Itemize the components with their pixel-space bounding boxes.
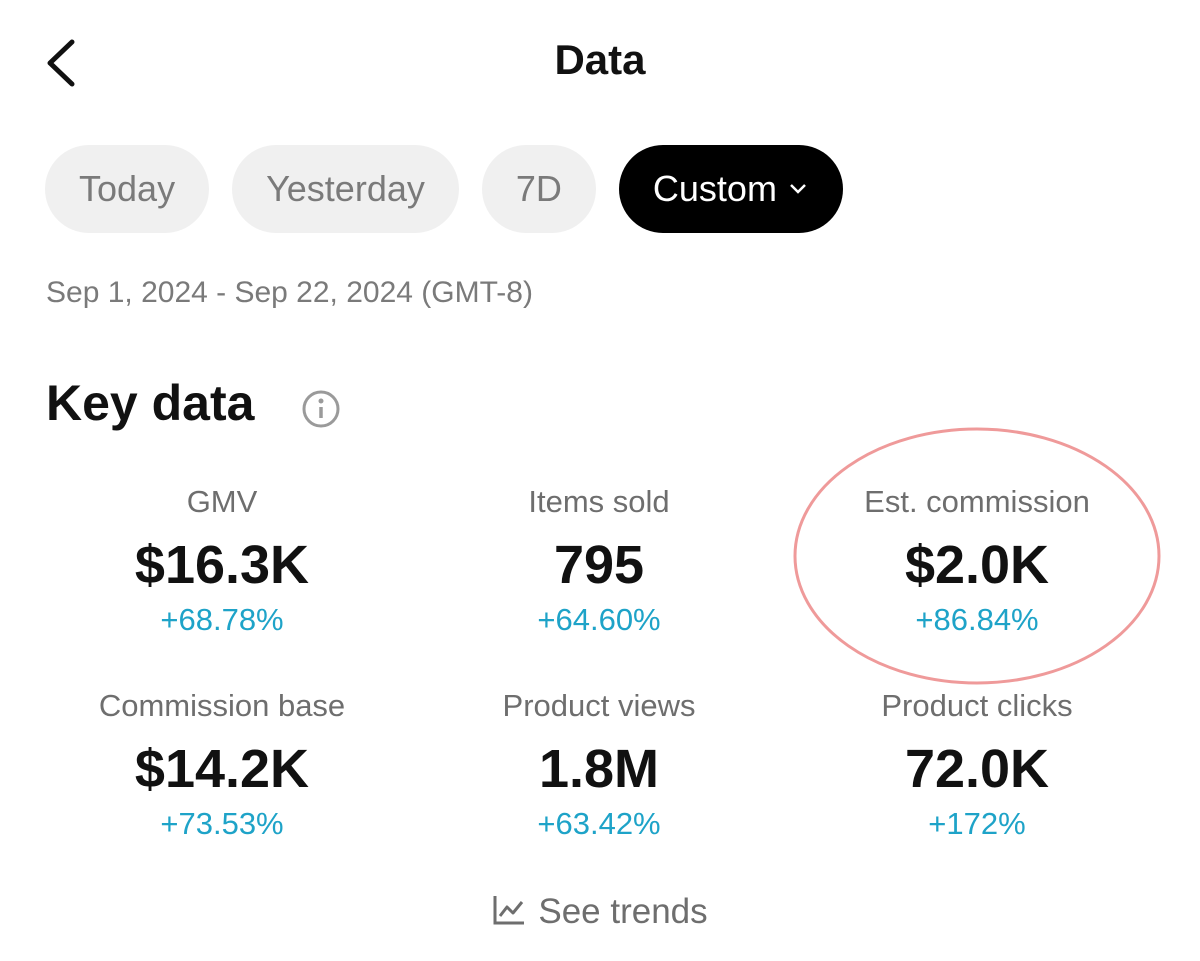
metric-value: 72.0K (904, 739, 1050, 799)
metric-change: +68.78% (160, 602, 284, 637)
metric-change: +64.60% (537, 602, 661, 637)
metric-label: Product views (502, 688, 696, 723)
metric-card: Est. commission $2.0K +86.84% (797, 484, 1157, 638)
metric-card: Items sold 795 +64.60% (419, 484, 779, 638)
tab-label[interactable]: 7D (515, 168, 562, 209)
metric-card: GMV $16.3K +68.78% (42, 484, 402, 638)
metric-value: 1.8M (538, 739, 660, 799)
metric-change: +86.84% (915, 602, 1039, 637)
section-title: Key data (46, 375, 255, 431)
tab[interactable]: Yesterday (232, 145, 459, 233)
tab-label[interactable]: Custom (652, 168, 777, 209)
tab[interactable]: Today (45, 145, 210, 233)
metric-value: $16.3K (134, 535, 310, 595)
metric-label: GMV (186, 484, 258, 519)
metric-label: Est. commission (864, 484, 1090, 519)
trend-icon (493, 896, 525, 925)
tab[interactable]: 7D (481, 145, 596, 233)
date-range: Sep 1, 2024 - Sep 22, 2024 (GMT-8) (46, 276, 533, 309)
metric-label: Product clicks (881, 688, 1073, 723)
metric-value: $2.0K (904, 535, 1050, 595)
page-title: Data (554, 36, 646, 83)
metric-card: Commission base $14.2K +73.53% (42, 688, 402, 842)
metric-card: Product clicks 72.0K +172% (797, 688, 1157, 842)
metric-label: Commission base (98, 688, 346, 723)
link-text[interactable]: See trends (538, 892, 708, 931)
metric-value: $14.2K (134, 739, 310, 799)
metric-change: +73.53% (160, 806, 284, 841)
back-button[interactable] (40, 38, 80, 88)
dropdown-chevron (790, 184, 806, 194)
tab-label[interactable]: Yesterday (266, 168, 425, 209)
metric-card: Product views 1.8M +63.42% (419, 688, 779, 842)
tab-label[interactable]: Today (79, 168, 176, 209)
tab-bar: Today Yesterday 7D Custom (45, 145, 843, 233)
tab[interactable]: Custom (618, 145, 843, 233)
see-trends-link[interactable]: See trends (0, 892, 1200, 932)
metric-change: +172% (928, 806, 1026, 841)
metric-change: +63.42% (537, 806, 661, 841)
metric-value: 795 (553, 535, 645, 595)
metric-label: Items sold (528, 484, 670, 519)
info-icon[interactable] (300, 388, 342, 430)
